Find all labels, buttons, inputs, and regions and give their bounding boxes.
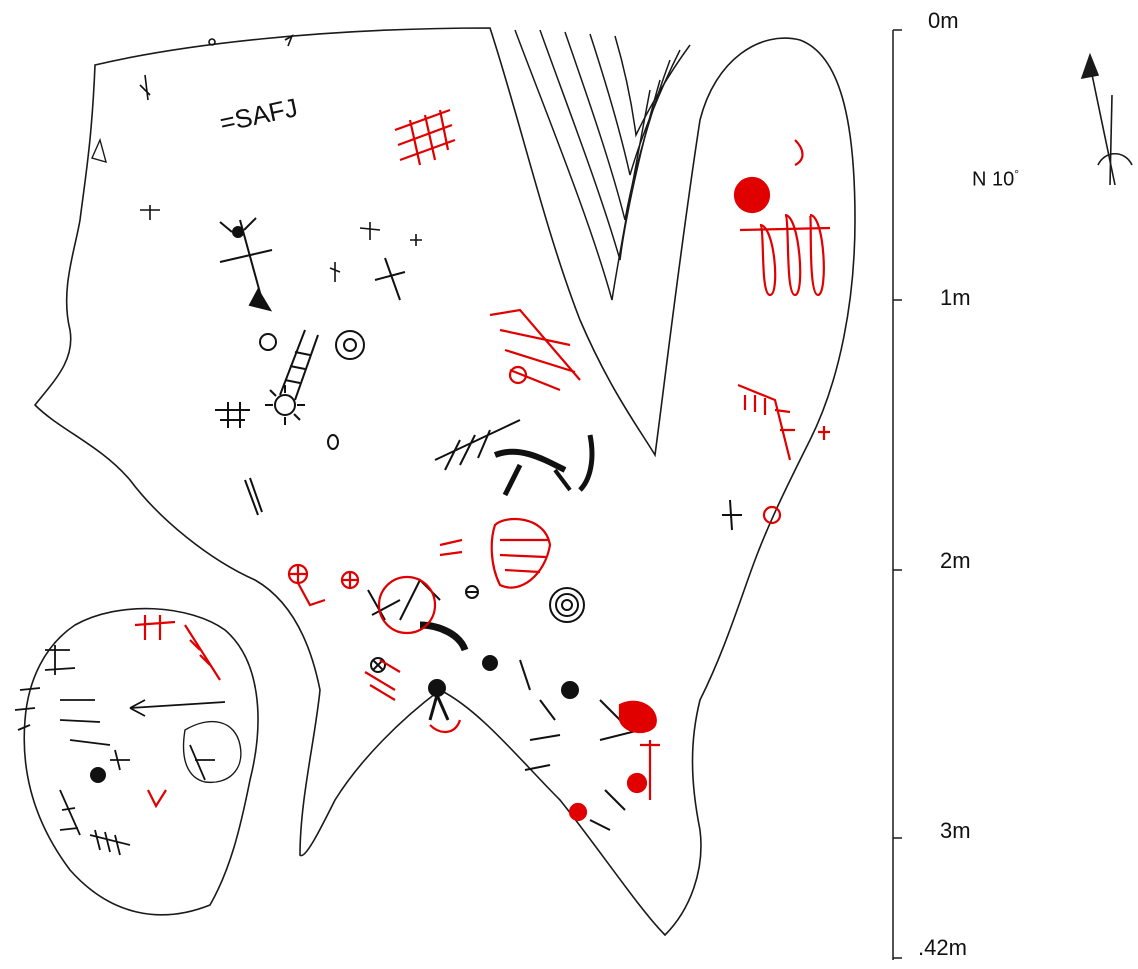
scale-tick-end: .42m xyxy=(918,935,967,960)
red-petroglyphs xyxy=(134,108,831,822)
misc-small-glyphs xyxy=(139,34,422,282)
small-rock-inner-loop xyxy=(182,720,242,784)
black-petroglyphs xyxy=(90,217,742,831)
scale-tick-3m: 3m xyxy=(940,818,971,843)
north-arrow xyxy=(1080,52,1133,186)
scale-tick-1m: 1m xyxy=(940,285,971,310)
north-degree-mark: ° xyxy=(1014,167,1020,181)
left-notch xyxy=(91,137,108,164)
north-label-text: N 10 xyxy=(972,168,1015,191)
scale-tick-2m: 2m xyxy=(940,548,971,573)
scale-tick-0m: 0m xyxy=(928,8,959,33)
main-rock-outline xyxy=(33,27,856,937)
rock-fissures xyxy=(514,29,691,301)
north-label: N 10° xyxy=(972,167,1019,192)
small-rock-outline xyxy=(23,607,259,916)
scale-bar xyxy=(892,29,902,960)
small-rock-black-marks xyxy=(14,645,226,856)
top-glyph-text: =SAFJ xyxy=(217,92,300,138)
